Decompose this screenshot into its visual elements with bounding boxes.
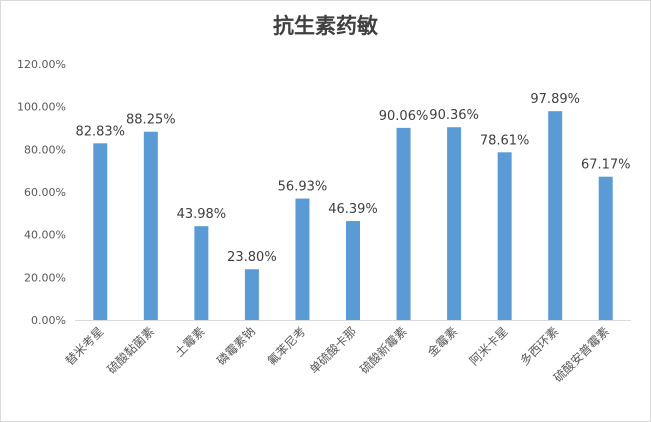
data-label: 56.93% <box>278 180 328 195</box>
y-tick-label: 60.00% <box>24 186 66 199</box>
bar <box>295 198 310 320</box>
data-label: 46.39% <box>328 202 378 217</box>
data-label: 88.25% <box>126 113 176 128</box>
data-label: 90.36% <box>429 108 479 123</box>
data-label: 97.89% <box>530 92 580 107</box>
bar <box>93 143 108 320</box>
bars <box>93 111 613 321</box>
data-label: 82.83% <box>75 124 125 139</box>
data-label: 78.61% <box>480 133 530 148</box>
bar <box>244 269 259 320</box>
bar <box>598 176 613 320</box>
x-tick-label: 磷霉素钠 <box>213 324 258 369</box>
x-tick-label: 土霉素 <box>172 324 207 359</box>
x-tick-label: 硫酸新霉素 <box>357 324 410 377</box>
y-axis: 0.00% 20.00% 40.00% 60.00% 80.00% 100.00% 120.… <box>17 58 66 327</box>
data-label: 23.80% <box>227 250 277 265</box>
x-tick-label: 多西环素 <box>517 324 561 368</box>
bar <box>396 127 411 320</box>
bar <box>447 127 462 321</box>
y-tick-label: 120.00% <box>17 58 66 71</box>
data-label: 67.17% <box>581 158 631 173</box>
bar <box>194 226 209 320</box>
y-tick-label: 80.00% <box>24 143 66 156</box>
bar <box>143 131 158 320</box>
bar <box>346 221 360 320</box>
bar <box>497 152 512 320</box>
y-tick-label: 100.00% <box>17 101 66 114</box>
y-tick-label: 40.00% <box>24 229 66 242</box>
x-tick-label: 替米考星 <box>63 324 107 368</box>
chart-title: 抗生素药敏 <box>273 13 378 38</box>
x-tick-label: 阿米卡星 <box>467 324 511 368</box>
x-tick-label: 金霉素 <box>424 324 460 360</box>
x-tick-label: 硫酸黏菌素 <box>104 324 157 377</box>
y-tick-label: 20.00% <box>24 271 66 284</box>
data-label: 43.98% <box>177 207 227 222</box>
data-label: 90.06% <box>379 109 429 124</box>
x-tick-label: 氟苯尼考 <box>265 324 309 368</box>
bar <box>548 111 563 320</box>
data-labels: 82.83%88.25% 43.98% 23.80% 56.93%46.39% 90.0… <box>75 92 630 265</box>
x-tick-label: 单硫酸卡那 <box>306 324 359 377</box>
y-tick-label: 0.00% <box>31 314 66 327</box>
